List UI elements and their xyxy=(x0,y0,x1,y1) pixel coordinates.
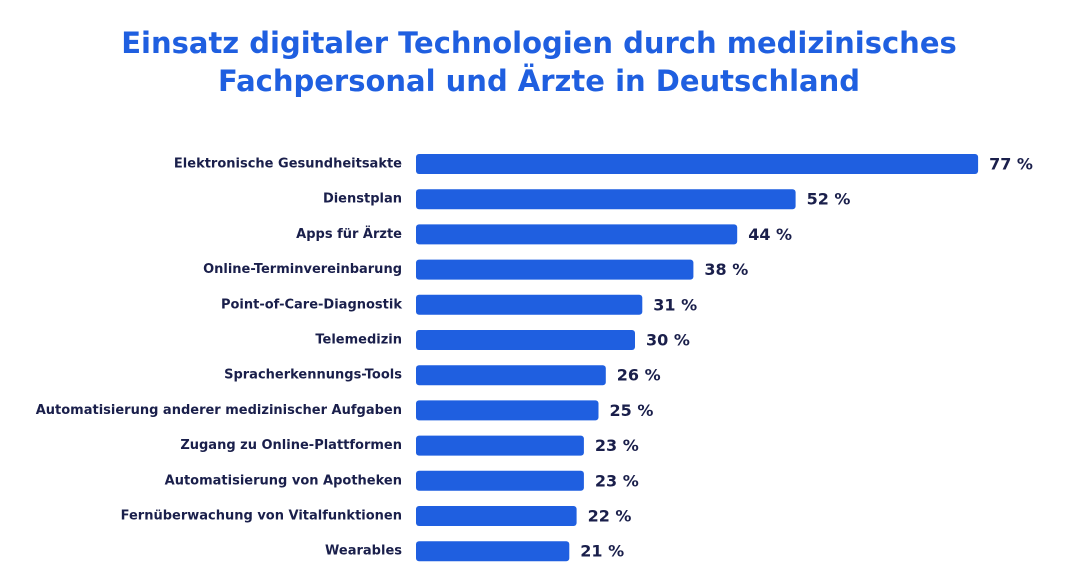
bar-2 xyxy=(416,224,738,245)
value-label-1: 52 % xyxy=(807,190,851,209)
bar-3 xyxy=(416,259,694,280)
chart-title: Einsatz digitaler Technologien durch med… xyxy=(0,24,1078,100)
bar-5 xyxy=(416,330,635,350)
category-label-7: Automatisierung anderer medizinischer Au… xyxy=(36,403,402,418)
category-label-2: Apps für Ärzte xyxy=(296,226,402,242)
bar-8 xyxy=(416,435,584,456)
value-label-5: 30 % xyxy=(646,331,690,350)
bar-7 xyxy=(416,400,599,421)
category-label-11: Wearables xyxy=(325,544,402,559)
value-label-0: 77 % xyxy=(989,155,1033,174)
category-labels-group: Elektronische Gesundheitsakte Dienstplan A… xyxy=(36,157,403,559)
category-label-1: Dienstplan xyxy=(323,192,402,207)
category-label-8: Zugang zu Online-Plattformen xyxy=(180,438,402,453)
bars-group xyxy=(416,154,979,562)
category-label-0: Elektronische Gesundheitsakte xyxy=(174,157,402,172)
category-label-5: Telemedizin xyxy=(315,333,402,348)
category-label-10: Fernüberwachung von Vitalfunktionen xyxy=(121,509,402,524)
value-label-9: 23 % xyxy=(595,471,639,490)
bar-6 xyxy=(416,365,606,386)
value-label-11: 21 % xyxy=(580,542,624,561)
bar-10 xyxy=(416,506,577,526)
chart-title-line-1: Einsatz digitaler Technologien durch med… xyxy=(121,26,957,60)
bar-9 xyxy=(416,470,584,491)
value-label-8: 23 % xyxy=(595,436,639,455)
category-label-6: Spracherkennungs-Tools xyxy=(224,368,402,383)
value-label-10: 22 % xyxy=(588,507,632,526)
value-label-3: 38 % xyxy=(704,260,748,279)
value-label-7: 25 % xyxy=(610,401,654,420)
category-label-4: Point-of-Care-Diagnostik xyxy=(221,297,402,312)
category-label-3: Online-Terminvereinbarung xyxy=(203,262,402,277)
value-label-6: 26 % xyxy=(617,366,661,385)
bar-1 xyxy=(416,189,796,210)
category-label-9: Automatisierung von Apotheken xyxy=(165,473,402,488)
bar-11 xyxy=(416,541,570,562)
chart-title-line-2: Fachpersonal und Ärzte in Deutschland xyxy=(217,64,861,98)
bar-4 xyxy=(416,294,643,315)
bar-0 xyxy=(416,154,979,174)
value-label-2: 44 % xyxy=(748,225,792,244)
value-label-4: 31 % xyxy=(653,295,697,314)
value-labels-group: 77 % 52 % 44 %38 % 31 % 30 % 26 % 25 % 23 % 23 %… xyxy=(580,155,1033,561)
